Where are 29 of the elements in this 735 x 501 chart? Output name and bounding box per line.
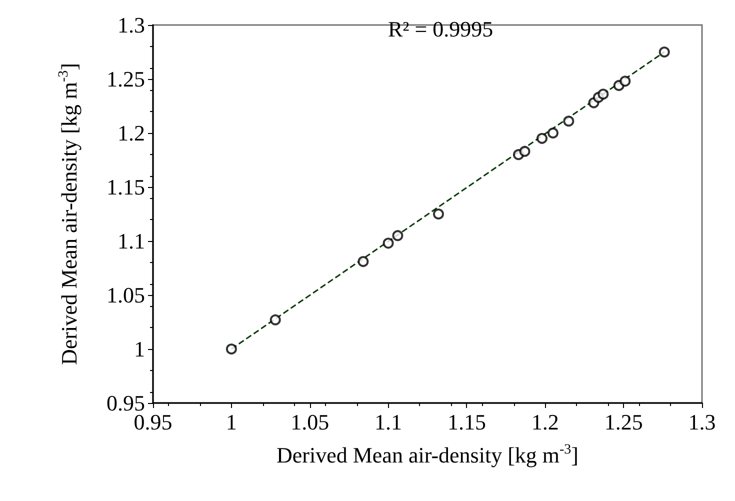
y-tick-label: 1.25: [106, 66, 145, 92]
point: [536, 132, 548, 144]
point: [382, 238, 394, 249]
y-tick-label: 1.1: [118, 228, 145, 254]
x-tick-label: 1.05: [290, 410, 330, 434]
point: [392, 230, 404, 242]
point: [226, 344, 237, 354]
x-tick-label: 1.3: [688, 410, 716, 434]
point: [519, 146, 530, 157]
point: [563, 116, 574, 127]
x-tick-label: 1.25: [604, 410, 643, 434]
point: [620, 76, 631, 87]
y-tick-label: 1.2: [118, 120, 145, 146]
y-axis-title: Derived Mean air-density [kg m-3]: [56, 62, 82, 366]
y-tick-label: 1.3: [118, 12, 145, 38]
point: [358, 256, 369, 268]
point: [270, 314, 281, 326]
point: [432, 208, 444, 220]
point: [658, 46, 670, 58]
x-tick-label: 1.15: [447, 410, 486, 434]
annotation: R² = 0.9995: [388, 16, 494, 42]
x-tick-label: 1.1: [374, 410, 402, 434]
y-tick-label: 1.15: [106, 174, 145, 200]
point: [598, 88, 609, 100]
y-tick-label: 1.05: [106, 282, 145, 308]
x-tick-label: 1: [226, 410, 237, 434]
x-tick-label: 1.2: [531, 410, 559, 434]
y-tick-label: 1: [134, 336, 145, 362]
point: [547, 128, 558, 138]
